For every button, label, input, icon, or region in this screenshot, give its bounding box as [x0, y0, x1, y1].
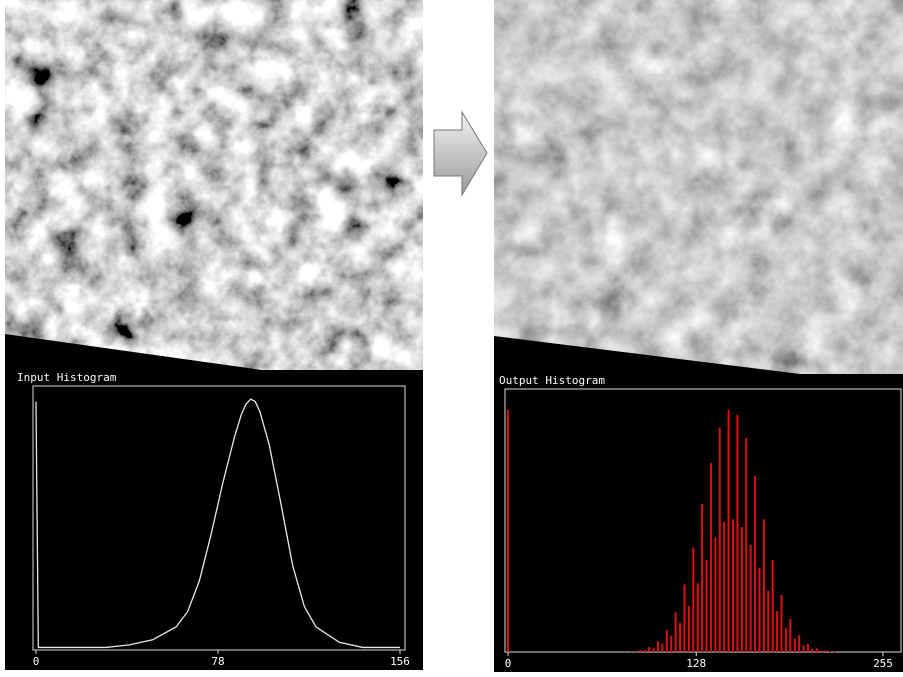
output-image — [494, 0, 903, 374]
x-tick-label: 156 — [390, 655, 410, 668]
chart-title: Input Histogram — [17, 371, 117, 384]
x-tick-label: 255 — [873, 657, 893, 670]
x-tick-label: 78 — [211, 655, 224, 668]
x-tick-label: 0 — [505, 657, 512, 670]
input-panel — [5, 334, 423, 670]
arrow — [434, 112, 487, 195]
input-image — [5, 0, 423, 372]
x-tick-label: 128 — [686, 657, 706, 670]
chart-title: Output Histogram — [499, 374, 605, 387]
page: Input Histogram Output Histogram 0 78 156 0… — [0, 0, 903, 677]
x-tick-label: 0 — [33, 655, 40, 668]
figure: Input Histogram Output Histogram 0 78 156 0… — [0, 0, 903, 677]
